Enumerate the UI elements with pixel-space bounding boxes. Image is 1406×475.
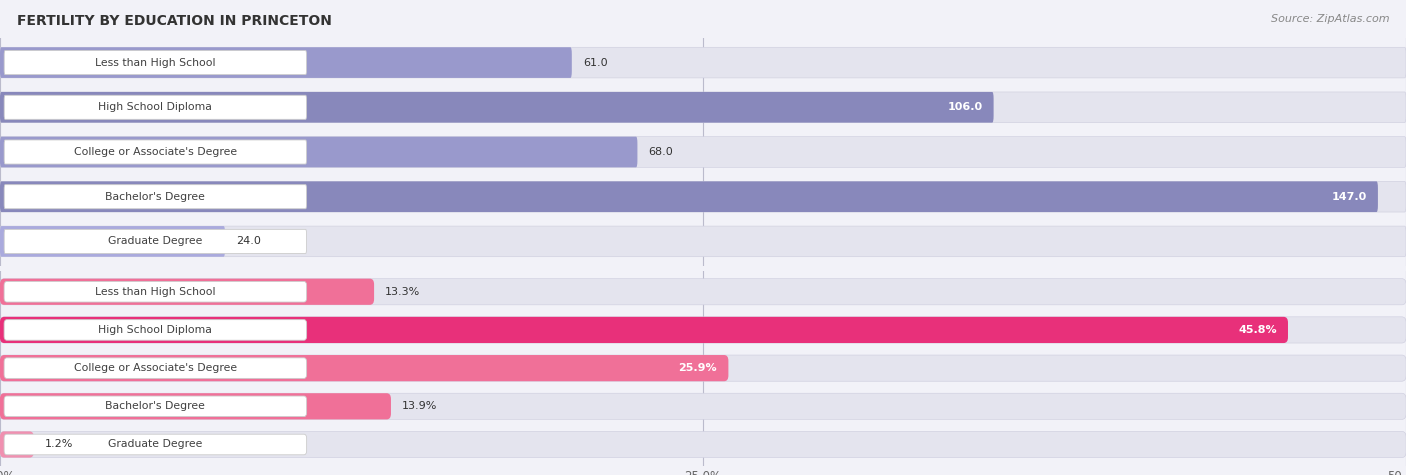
FancyBboxPatch shape (0, 47, 572, 78)
FancyBboxPatch shape (0, 137, 1406, 167)
FancyBboxPatch shape (0, 226, 225, 257)
Text: 68.0: 68.0 (648, 147, 673, 157)
FancyBboxPatch shape (0, 431, 34, 457)
FancyBboxPatch shape (0, 137, 637, 167)
FancyBboxPatch shape (4, 229, 307, 254)
FancyBboxPatch shape (0, 355, 1406, 381)
Text: 13.3%: 13.3% (385, 287, 420, 297)
FancyBboxPatch shape (4, 50, 307, 75)
Text: 25.9%: 25.9% (679, 363, 717, 373)
Text: Source: ZipAtlas.com: Source: ZipAtlas.com (1271, 14, 1389, 24)
FancyBboxPatch shape (4, 396, 307, 417)
FancyBboxPatch shape (0, 393, 1406, 419)
FancyBboxPatch shape (0, 279, 374, 305)
Text: College or Associate's Degree: College or Associate's Degree (73, 363, 238, 373)
FancyBboxPatch shape (4, 140, 307, 164)
Text: High School Diploma: High School Diploma (98, 325, 212, 335)
FancyBboxPatch shape (4, 434, 307, 455)
FancyBboxPatch shape (0, 317, 1288, 343)
FancyBboxPatch shape (0, 47, 1406, 78)
Text: Graduate Degree: Graduate Degree (108, 237, 202, 247)
Text: Less than High School: Less than High School (96, 287, 215, 297)
Text: Graduate Degree: Graduate Degree (108, 439, 202, 449)
FancyBboxPatch shape (4, 358, 307, 379)
FancyBboxPatch shape (0, 317, 1406, 343)
Text: 1.2%: 1.2% (45, 439, 73, 449)
FancyBboxPatch shape (0, 431, 1406, 457)
FancyBboxPatch shape (0, 181, 1378, 212)
Text: High School Diploma: High School Diploma (98, 102, 212, 112)
FancyBboxPatch shape (0, 279, 1406, 305)
FancyBboxPatch shape (4, 95, 307, 119)
FancyBboxPatch shape (0, 181, 1406, 212)
Text: 24.0: 24.0 (236, 237, 262, 247)
FancyBboxPatch shape (4, 185, 307, 209)
FancyBboxPatch shape (0, 226, 1406, 257)
FancyBboxPatch shape (0, 92, 994, 123)
Text: Bachelor's Degree: Bachelor's Degree (105, 401, 205, 411)
Text: Less than High School: Less than High School (96, 57, 215, 67)
Text: 147.0: 147.0 (1331, 192, 1367, 202)
FancyBboxPatch shape (0, 355, 728, 381)
FancyBboxPatch shape (4, 320, 307, 340)
Text: College or Associate's Degree: College or Associate's Degree (73, 147, 238, 157)
Text: 106.0: 106.0 (948, 102, 983, 112)
Text: 13.9%: 13.9% (402, 401, 437, 411)
Text: 61.0: 61.0 (583, 57, 607, 67)
FancyBboxPatch shape (4, 282, 307, 302)
Text: Bachelor's Degree: Bachelor's Degree (105, 192, 205, 202)
FancyBboxPatch shape (0, 92, 1406, 123)
Text: FERTILITY BY EDUCATION IN PRINCETON: FERTILITY BY EDUCATION IN PRINCETON (17, 14, 332, 28)
Text: 45.8%: 45.8% (1239, 325, 1277, 335)
FancyBboxPatch shape (0, 393, 391, 419)
